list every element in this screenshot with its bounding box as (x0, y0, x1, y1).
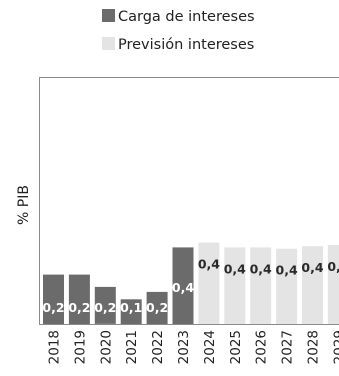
x-tick-2029: 2029 (331, 330, 339, 364)
data-label-2024: 0,4 (198, 257, 220, 272)
data-label-2018: 0,2 (42, 300, 64, 315)
x-tick-2026: 2026 (254, 330, 270, 364)
legend-label-prevision: Previsión intereses (118, 37, 254, 53)
data-label-2025: 0,4 (224, 261, 246, 276)
bar-2019 (68, 274, 90, 324)
x-tick-2025: 2025 (228, 330, 244, 364)
legend-swatch-carga (102, 9, 115, 22)
bar-2023 (172, 247, 194, 324)
x-tick-2023: 2023 (176, 330, 192, 364)
data-label-2028: 0,4 (301, 260, 323, 275)
x-tick-labels: 2018 2019 2020 2021 2022 2023 2024 2025 2026 2027… (47, 330, 339, 364)
bar-2021 (120, 299, 142, 324)
x-tick-2018: 2018 (47, 330, 63, 364)
data-label-2029: 0,4 (327, 259, 339, 274)
data-label-2023: 0,4 (172, 280, 194, 295)
bar-2020 (94, 286, 116, 324)
bar-2029 (327, 245, 339, 324)
x-tick-2028: 2028 (306, 330, 322, 364)
x-tick-2019: 2019 (72, 330, 88, 364)
x-tick-2022: 2022 (150, 330, 166, 364)
x-tick-2020: 2020 (98, 330, 114, 364)
x-tick-2024: 2024 (202, 330, 218, 364)
data-label-2021: 0,1 (120, 300, 142, 315)
bar-2022 (146, 291, 168, 324)
bar-2027 (276, 248, 298, 324)
x-tick-2027: 2027 (280, 330, 296, 364)
data-label-2027: 0,4 (276, 263, 298, 278)
y-axis-label: % PIB (16, 185, 32, 225)
data-label-2022: 0,2 (146, 300, 168, 315)
legend: Carga de intereses Previsión intereses (102, 9, 255, 53)
x-tick-2021: 2021 (124, 330, 140, 364)
legend-swatch-prevision (102, 37, 115, 50)
legend-label-carga: Carga de intereses (118, 9, 255, 25)
data-label-2020: 0,2 (94, 300, 116, 315)
bar-2025 (224, 247, 246, 324)
bar-2026 (250, 247, 272, 324)
data-label-2019: 0,2 (68, 300, 90, 315)
data-labels-group: 0,20,20,20,10,20,40,40,40,40,40,40,4 (42, 257, 339, 316)
data-label-2026: 0,4 (250, 261, 272, 276)
bar-2028 (302, 246, 323, 324)
bars-group (43, 242, 339, 324)
bar-2018 (43, 274, 64, 324)
bar-2024 (198, 242, 220, 324)
